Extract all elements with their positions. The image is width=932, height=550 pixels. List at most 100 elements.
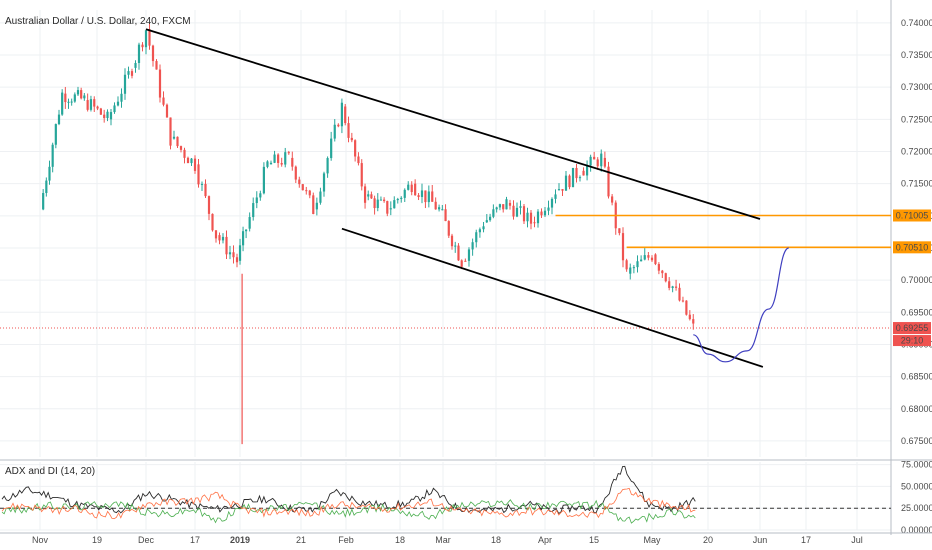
candle-body[interactable]	[607, 166, 610, 197]
candle-body[interactable]	[508, 202, 512, 206]
candle-body[interactable]	[165, 104, 169, 118]
candle-body[interactable]	[333, 124, 336, 139]
candle-body[interactable]	[134, 63, 137, 68]
candle-body[interactable]	[127, 71, 130, 75]
candle-body[interactable]	[403, 189, 406, 198]
candle-body[interactable]	[629, 267, 632, 274]
candle-body[interactable]	[578, 177, 582, 179]
candle-body[interactable]	[611, 196, 614, 203]
candle-body[interactable]	[51, 144, 54, 167]
candle-body[interactable]	[485, 220, 488, 223]
candle-body[interactable]	[280, 163, 283, 165]
candle-body[interactable]	[211, 213, 214, 231]
candle-body[interactable]	[109, 112, 113, 120]
candle-body[interactable]	[640, 259, 643, 262]
candle-body[interactable]	[383, 199, 386, 202]
candle-body[interactable]	[298, 179, 301, 185]
candle-body[interactable]	[357, 156, 360, 164]
candle-body[interactable]	[498, 204, 502, 208]
candle-body[interactable]	[625, 260, 628, 270]
candle-body[interactable]	[48, 166, 51, 181]
candle-body[interactable]	[305, 190, 308, 192]
candle-body[interactable]	[183, 149, 186, 158]
candle-body[interactable]	[116, 101, 120, 106]
candle-body[interactable]	[70, 101, 73, 103]
candle-body[interactable]	[360, 163, 363, 187]
candle-body[interactable]	[379, 199, 383, 201]
adx-di-series-line[interactable]	[1, 487, 696, 520]
candle-body[interactable]	[207, 196, 211, 214]
candle-body[interactable]	[141, 44, 144, 48]
candle-body[interactable]	[73, 94, 76, 102]
candle-body[interactable]	[330, 138, 333, 159]
candle-body[interactable]	[76, 90, 80, 95]
candle-body[interactable]	[322, 173, 326, 192]
candle-body[interactable]	[515, 207, 519, 217]
candle-body[interactable]	[457, 245, 460, 261]
candle-body[interactable]	[454, 245, 457, 247]
candle-body[interactable]	[269, 162, 273, 165]
candle-body[interactable]	[471, 242, 474, 250]
candle-body[interactable]	[482, 226, 485, 230]
candle-body[interactable]	[540, 211, 543, 216]
candle-body[interactable]	[64, 93, 67, 103]
candle-body[interactable]	[103, 114, 106, 119]
indicator-pane[interactable]	[0, 465, 891, 524]
candle-body[interactable]	[200, 183, 204, 185]
candle-body[interactable]	[543, 210, 547, 216]
candle-body[interactable]	[96, 106, 99, 109]
candle-body[interactable]	[169, 117, 172, 146]
candle-body[interactable]	[661, 270, 664, 274]
candle-body[interactable]	[301, 184, 304, 191]
candle-body[interactable]	[589, 156, 592, 166]
projection-curve[interactable]	[693, 247, 790, 363]
candle-body[interactable]	[447, 221, 450, 236]
candle-body[interactable]	[407, 184, 410, 190]
candle-body[interactable]	[221, 236, 225, 241]
candle-body[interactable]	[151, 45, 155, 62]
candle-body[interactable]	[294, 166, 297, 180]
candle-body[interactable]	[259, 193, 262, 198]
candle-body[interactable]	[467, 249, 471, 261]
candle-body[interactable]	[621, 233, 625, 261]
candle-body[interactable]	[434, 201, 437, 210]
candle-body[interactable]	[344, 106, 347, 124]
candle-body[interactable]	[431, 191, 434, 202]
candle-body[interactable]	[554, 194, 557, 199]
candle-body[interactable]	[568, 175, 571, 188]
candle-body[interactable]	[464, 260, 467, 262]
candle-body[interactable]	[688, 314, 691, 320]
candle-body[interactable]	[235, 257, 239, 263]
candle-body[interactable]	[692, 319, 695, 324]
candle-body[interactable]	[478, 229, 481, 233]
candle-body[interactable]	[547, 207, 550, 211]
candle-body[interactable]	[492, 209, 495, 217]
adx-di-series-line[interactable]	[1, 465, 696, 515]
candle-body[interactable]	[396, 198, 399, 201]
candle-body[interactable]	[45, 180, 48, 194]
candle-body[interactable]	[460, 260, 463, 267]
candle-body[interactable]	[113, 105, 116, 113]
candle-body[interactable]	[284, 152, 287, 165]
candle-body[interactable]	[417, 195, 420, 197]
candle-body[interactable]	[647, 255, 650, 258]
candle-body[interactable]	[93, 99, 96, 107]
adx-di-series-line[interactable]	[1, 499, 696, 524]
candle-body[interactable]	[522, 206, 526, 222]
candle-body[interactable]	[312, 195, 315, 215]
candle-body[interactable]	[89, 99, 93, 110]
candle-body[interactable]	[603, 157, 606, 167]
candle-body[interactable]	[575, 167, 578, 179]
candle-body[interactable]	[678, 287, 681, 301]
candle-body[interactable]	[190, 158, 193, 164]
candle-body[interactable]	[326, 158, 329, 174]
candle-body[interactable]	[86, 100, 89, 110]
candle-body[interactable]	[685, 300, 688, 315]
candle-body[interactable]	[225, 236, 228, 255]
candle-body[interactable]	[57, 114, 61, 125]
candle-body[interactable]	[319, 191, 322, 203]
candle-body[interactable]	[533, 222, 536, 224]
candle-body[interactable]	[502, 204, 505, 210]
candle-body[interactable]	[596, 159, 599, 167]
candle-body[interactable]	[241, 231, 245, 246]
